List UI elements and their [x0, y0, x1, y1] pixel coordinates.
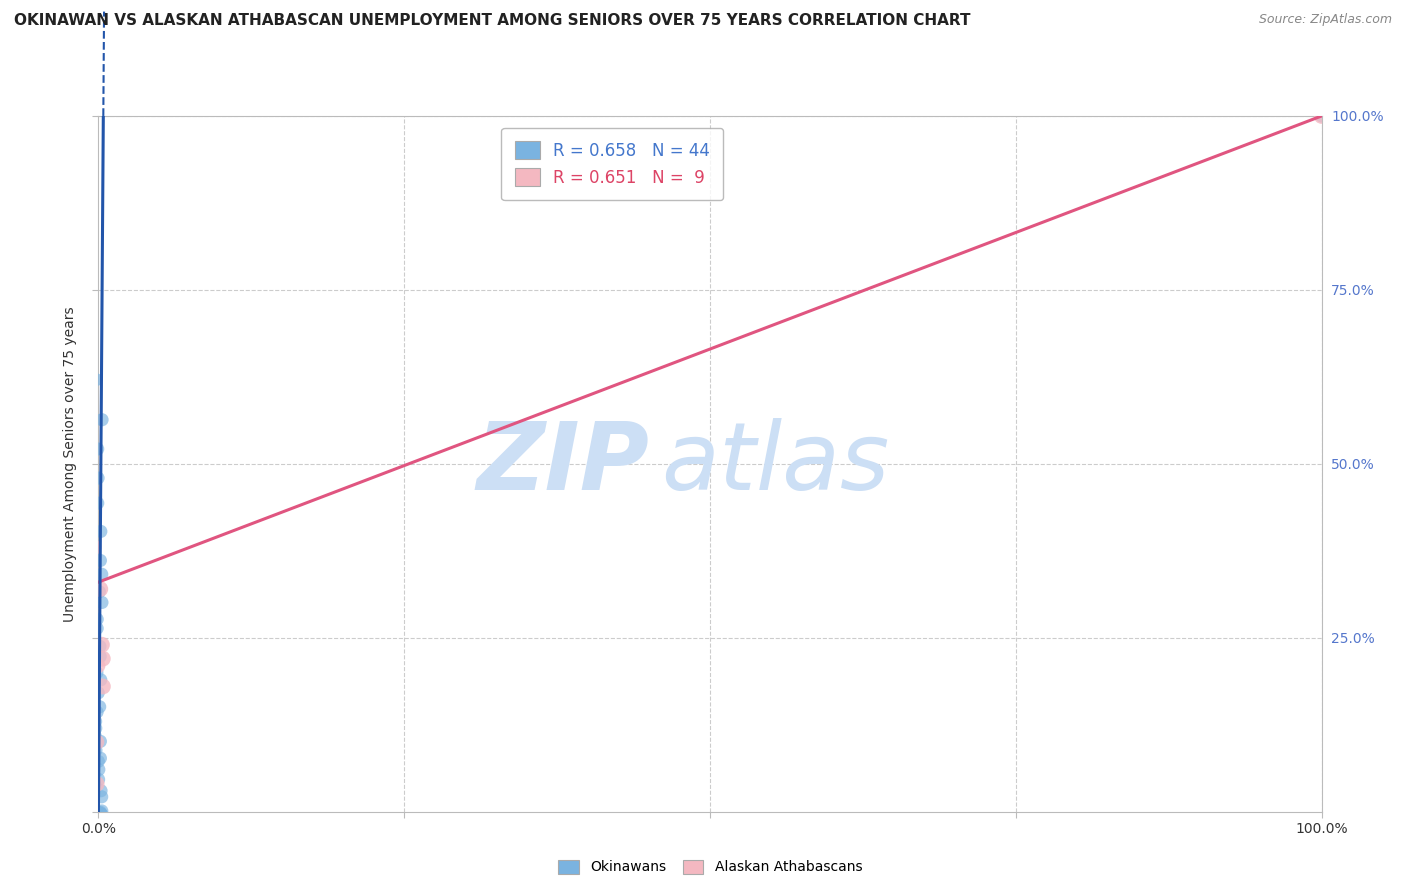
- Point: [90, 804, 112, 818]
- Point: [90, 673, 112, 687]
- Point: [89, 553, 111, 567]
- Text: OKINAWAN VS ALASKAN ATHABASCAN UNEMPLOYMENT AMONG SENIORS OVER 75 YEARS CORRELAT: OKINAWAN VS ALASKAN ATHABASCAN UNEMPLOYM…: [14, 13, 970, 29]
- Point: [89, 582, 111, 596]
- Point: [89, 805, 111, 819]
- Point: [90, 567, 112, 582]
- Point: [87, 471, 110, 485]
- Point: [86, 805, 108, 820]
- Point: [91, 680, 114, 694]
- Point: [87, 686, 110, 700]
- Point: [90, 783, 112, 797]
- Point: [84, 373, 107, 387]
- Point: [86, 442, 108, 456]
- Point: [89, 640, 111, 654]
- Point: [87, 496, 110, 510]
- Point: [84, 805, 107, 820]
- Point: [89, 699, 111, 714]
- Point: [90, 595, 112, 609]
- Point: [87, 755, 110, 769]
- Point: [89, 584, 111, 599]
- Point: [90, 789, 112, 804]
- Point: [86, 805, 108, 819]
- Legend: Okinawans, Alaskan Athabascans: Okinawans, Alaskan Athabascans: [551, 853, 869, 881]
- Point: [84, 714, 107, 729]
- Point: [89, 806, 111, 821]
- Point: [87, 763, 110, 777]
- Point: [84, 721, 107, 735]
- Point: [89, 734, 111, 748]
- Text: atlas: atlas: [661, 418, 890, 509]
- Y-axis label: Unemployment Among Seniors over 75 years: Unemployment Among Seniors over 75 years: [63, 306, 77, 622]
- Point: [91, 413, 114, 427]
- Point: [89, 649, 111, 664]
- Point: [91, 651, 114, 665]
- Point: [89, 751, 111, 765]
- Point: [83, 805, 105, 819]
- Point: [86, 705, 108, 719]
- Point: [84, 807, 107, 822]
- Text: ZIP: ZIP: [477, 417, 650, 510]
- Point: [1310, 109, 1333, 123]
- Point: [90, 807, 112, 822]
- Point: [86, 621, 108, 635]
- Point: [83, 541, 105, 555]
- Point: [90, 807, 112, 822]
- Point: [84, 743, 107, 757]
- Point: [86, 777, 108, 791]
- Point: [87, 805, 110, 820]
- Point: [87, 772, 110, 787]
- Point: [90, 524, 112, 539]
- Point: [83, 728, 105, 742]
- Text: Source: ZipAtlas.com: Source: ZipAtlas.com: [1258, 13, 1392, 27]
- Point: [84, 804, 107, 818]
- Point: [90, 638, 112, 652]
- Point: [83, 777, 105, 791]
- Point: [86, 735, 108, 749]
- Point: [86, 612, 108, 626]
- Point: [1310, 109, 1333, 123]
- Point: [86, 665, 108, 680]
- Point: [86, 658, 108, 673]
